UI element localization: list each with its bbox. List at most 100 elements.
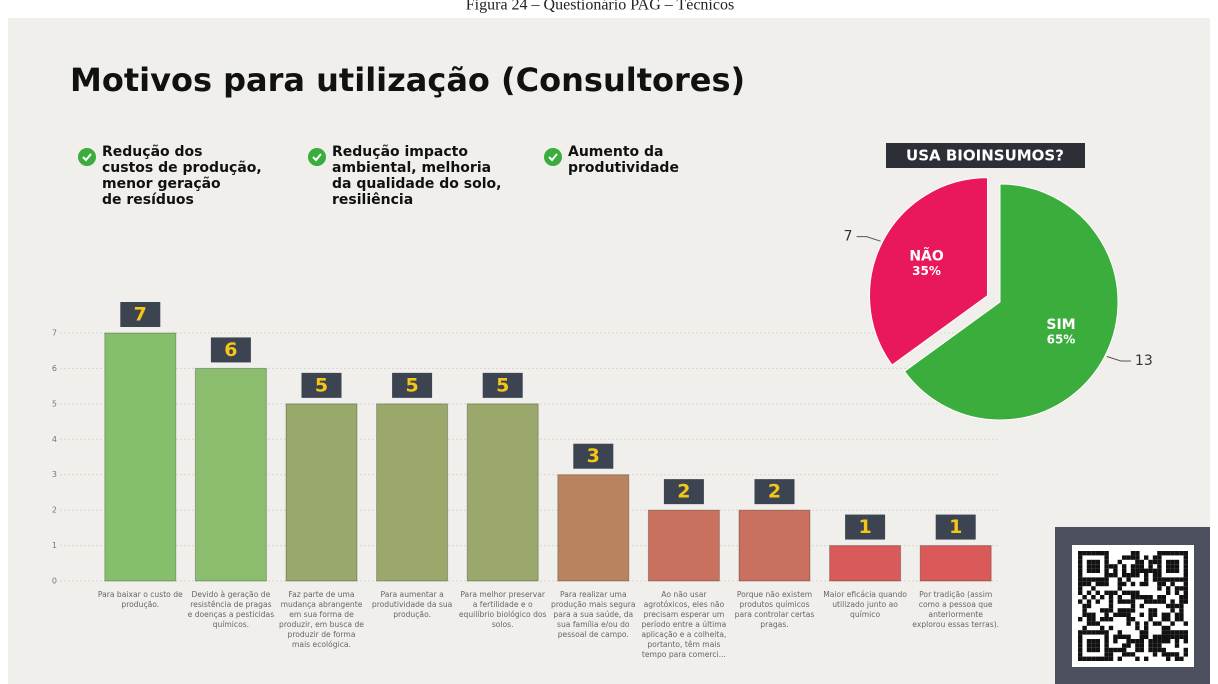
qr-module [1170, 551, 1175, 556]
qr-module [1166, 612, 1171, 617]
x-tick-label: Para aumentar a produtividade da sua pro… [371, 590, 453, 619]
qr-module [1170, 634, 1175, 639]
qr-module [1144, 599, 1149, 604]
qr-module [1122, 573, 1127, 578]
qr-module [1078, 586, 1083, 591]
qr-module [1113, 647, 1118, 653]
qr-module [1086, 612, 1092, 617]
qr-module [1157, 595, 1162, 600]
qr-module [1139, 564, 1144, 569]
qr-module [1122, 643, 1127, 648]
qr-module [1166, 586, 1171, 591]
qr-module [1144, 625, 1149, 631]
qr-module [1183, 621, 1188, 626]
qr-module [1117, 656, 1122, 661]
qr-module [1082, 581, 1087, 587]
qr-module [1095, 599, 1100, 604]
qr-module [1157, 573, 1162, 578]
qr-module [1104, 612, 1109, 617]
qr-module [1139, 634, 1144, 639]
qr-module [1179, 577, 1184, 582]
check-icon [78, 148, 96, 166]
qr-module [1078, 577, 1083, 582]
qr-module [1078, 559, 1083, 565]
x-tick-label: Devido à geração de resistência de praga… [187, 590, 275, 629]
qr-module [1104, 634, 1109, 639]
qr-module [1095, 647, 1100, 653]
qr-module [1161, 551, 1166, 556]
qr-module [1157, 568, 1162, 573]
qr-module [1166, 656, 1171, 661]
bar [647, 509, 720, 582]
qr-module [1148, 617, 1153, 622]
qr-module [1095, 639, 1100, 644]
slice-name: NÃO [909, 248, 944, 265]
qr-module [1144, 634, 1149, 639]
qr-module [1086, 599, 1092, 604]
qr-module [1113, 573, 1118, 578]
qr-module [1166, 603, 1171, 609]
qr-module [1157, 634, 1162, 639]
qr-module [1078, 590, 1083, 595]
qr-module [1170, 630, 1175, 635]
qr-module [1183, 555, 1188, 560]
qr-module [1135, 643, 1140, 648]
qr-module [1113, 634, 1118, 639]
qr-module [1130, 573, 1136, 578]
qr-module [1183, 652, 1188, 657]
qr-module [1095, 551, 1100, 556]
bullet-text: de resíduos [102, 192, 194, 208]
qr-module [1117, 608, 1122, 613]
value-label-box [845, 514, 886, 540]
qr-module [1174, 559, 1180, 565]
qr-module [1152, 599, 1158, 604]
bullet-text: menor geração [102, 176, 221, 192]
qr-module [1117, 581, 1122, 587]
qr-module [1130, 590, 1136, 595]
qr-module [1082, 608, 1087, 613]
qr-module [1122, 612, 1127, 617]
qr-module [1183, 568, 1188, 573]
value-label: 2 [677, 481, 690, 503]
bar [466, 403, 539, 582]
qr-module [1100, 577, 1105, 582]
qr-module [1148, 612, 1153, 617]
value-label-box [120, 302, 161, 327]
qr-module [1078, 573, 1083, 578]
qr-module [1130, 608, 1136, 613]
qr-module [1104, 647, 1109, 653]
qr-module [1157, 551, 1162, 556]
qr-module [1179, 608, 1184, 613]
qr-module [1166, 630, 1171, 635]
qr-module [1161, 612, 1166, 617]
qr-module [1183, 590, 1188, 595]
qr-module [1179, 586, 1184, 591]
qr-module [1091, 621, 1096, 626]
qr-module [1179, 595, 1184, 600]
qr-module [1100, 630, 1105, 635]
qr-module [1091, 564, 1096, 569]
qr-module [1152, 608, 1158, 613]
qr-module [1078, 617, 1083, 622]
qr-module [1126, 577, 1131, 582]
qr-module [1086, 559, 1092, 565]
x-tick-label: Porque não existem produtos químicos par… [734, 590, 815, 629]
qr-module [1108, 656, 1114, 661]
qr-module [1161, 581, 1166, 587]
qr-module [1166, 634, 1171, 639]
slice-value: 7 [844, 229, 853, 245]
bar [285, 403, 358, 582]
qr-module [1078, 643, 1083, 648]
qr-module [1122, 608, 1127, 613]
qr-module [1170, 652, 1175, 657]
qr-module [1082, 603, 1087, 609]
qr-module [1104, 617, 1109, 622]
x-tick-label: Para realizar uma produção mais segura p… [551, 590, 636, 639]
bullet-text: Redução dos [102, 144, 202, 160]
value-label-box [573, 443, 614, 469]
qr-module [1091, 577, 1096, 582]
qr-module [1122, 599, 1127, 604]
y-tick-label: 6 [52, 364, 57, 373]
qr-module [1078, 630, 1083, 635]
qr-module [1104, 568, 1109, 573]
